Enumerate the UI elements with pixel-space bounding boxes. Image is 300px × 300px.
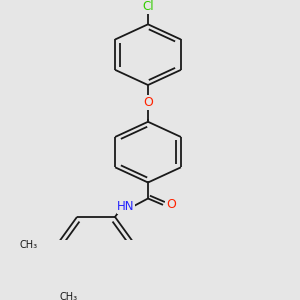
Text: O: O	[143, 96, 153, 109]
Text: CH₃: CH₃	[60, 292, 78, 300]
Text: O: O	[166, 198, 176, 212]
Text: HN: HN	[117, 200, 135, 213]
Text: Cl: Cl	[142, 0, 154, 13]
Text: CH₃: CH₃	[20, 240, 38, 250]
